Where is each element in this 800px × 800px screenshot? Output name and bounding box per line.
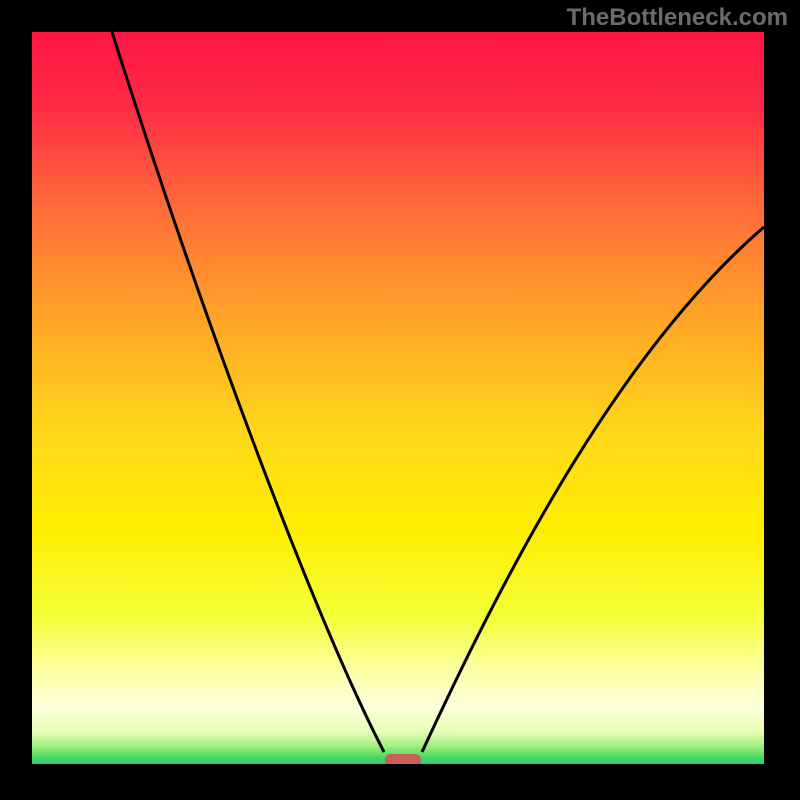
marker-pill bbox=[385, 754, 421, 764]
watermark-text: TheBottleneck.com bbox=[567, 4, 788, 32]
chart-background bbox=[32, 32, 764, 764]
chart-svg bbox=[32, 32, 764, 764]
bottleneck-chart bbox=[32, 32, 764, 764]
